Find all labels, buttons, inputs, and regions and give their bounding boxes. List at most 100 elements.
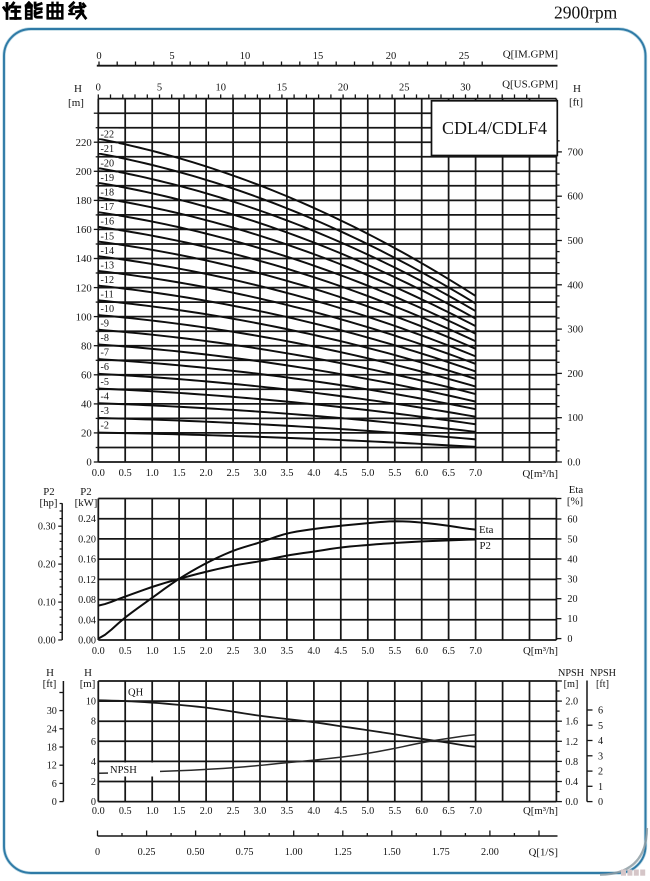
svg-text:8: 8 (91, 717, 96, 728)
svg-text:100: 100 (76, 311, 92, 323)
svg-text:-9: -9 (101, 319, 110, 330)
svg-text:6.5: 6.5 (442, 646, 455, 657)
svg-text:60: 60 (567, 515, 577, 526)
svg-text:25: 25 (399, 83, 410, 94)
svg-text:-3: -3 (101, 406, 110, 417)
svg-text:4.0: 4.0 (307, 468, 320, 479)
svg-text:7.0: 7.0 (469, 806, 482, 817)
svg-text:3.5: 3.5 (281, 806, 294, 817)
svg-text:Q[m³/h]: Q[m³/h] (522, 468, 558, 480)
svg-text:140: 140 (76, 253, 92, 265)
svg-text:0.24: 0.24 (78, 514, 96, 525)
svg-text:25: 25 (459, 51, 470, 62)
svg-text:0.20: 0.20 (38, 560, 56, 571)
svg-text:1.75: 1.75 (432, 847, 450, 858)
svg-text:-6: -6 (101, 362, 110, 373)
svg-text:6.0: 6.0 (415, 468, 428, 479)
svg-text:1.0: 1.0 (146, 646, 159, 657)
svg-text:6.5: 6.5 (442, 468, 455, 479)
svg-text:1.25: 1.25 (334, 847, 352, 858)
svg-text:-18: -18 (101, 188, 115, 199)
svg-text:-21: -21 (101, 144, 115, 155)
svg-text:0: 0 (86, 457, 91, 469)
svg-text:30: 30 (567, 574, 577, 585)
svg-text:2.0: 2.0 (565, 697, 578, 708)
svg-text:30: 30 (460, 83, 471, 94)
svg-text:5.0: 5.0 (361, 646, 374, 657)
svg-text:-16: -16 (101, 217, 115, 228)
svg-text:0.0: 0.0 (92, 646, 105, 657)
svg-text:-8: -8 (101, 333, 110, 344)
svg-text:NPSH: NPSH (590, 668, 617, 679)
svg-text:300: 300 (567, 325, 583, 336)
svg-text:6.5: 6.5 (442, 806, 455, 817)
svg-text:0.08: 0.08 (78, 595, 96, 606)
svg-text:Q[1/S]: Q[1/S] (529, 847, 558, 859)
svg-text:600: 600 (567, 192, 583, 203)
svg-text:Q[m³/h]: Q[m³/h] (523, 805, 558, 817)
svg-text:4.0: 4.0 (308, 806, 321, 817)
svg-text:1: 1 (598, 782, 603, 793)
svg-text:H: H (84, 667, 92, 679)
svg-text:3.5: 3.5 (281, 646, 294, 657)
svg-text:-14: -14 (101, 246, 115, 257)
svg-text:0.20: 0.20 (78, 534, 96, 545)
svg-text:2.5: 2.5 (227, 468, 240, 479)
svg-text:0.75: 0.75 (236, 847, 254, 858)
svg-text:2.5: 2.5 (227, 806, 240, 817)
svg-text:4: 4 (598, 736, 603, 747)
svg-text:3: 3 (598, 751, 603, 762)
svg-text:6.0: 6.0 (415, 806, 428, 817)
svg-text:H: H (46, 667, 54, 679)
svg-text:4: 4 (91, 757, 96, 768)
svg-text:12: 12 (47, 761, 57, 772)
svg-text:-15: -15 (101, 231, 115, 242)
svg-text:2900rpm: 2900rpm (554, 3, 618, 23)
svg-text:-12: -12 (101, 275, 115, 286)
svg-text:5.0: 5.0 (361, 806, 374, 817)
svg-text:P2: P2 (80, 486, 91, 498)
svg-text:-19: -19 (101, 173, 115, 184)
svg-text:0.00: 0.00 (78, 636, 96, 647)
svg-text:3.0: 3.0 (253, 468, 266, 479)
svg-text:-20: -20 (101, 159, 115, 170)
svg-text:5.5: 5.5 (388, 468, 401, 479)
svg-text:1.6: 1.6 (565, 717, 578, 728)
svg-text:0.4: 0.4 (565, 777, 578, 788)
svg-text:6: 6 (52, 779, 57, 790)
svg-text:10: 10 (567, 614, 577, 625)
svg-text:2.5: 2.5 (227, 646, 240, 657)
svg-text:5: 5 (169, 51, 174, 62)
svg-text:[hp]: [hp] (40, 497, 58, 509)
svg-text:-10: -10 (101, 304, 115, 315)
svg-text:-5: -5 (101, 377, 110, 388)
svg-text:0: 0 (567, 634, 572, 645)
svg-text:0: 0 (95, 847, 100, 858)
svg-text:0.00: 0.00 (38, 636, 56, 647)
svg-text:0.5: 0.5 (119, 468, 132, 479)
svg-text:220: 220 (76, 137, 92, 149)
svg-text:NPSH: NPSH (558, 668, 585, 679)
svg-text:-22: -22 (101, 129, 115, 140)
svg-text:6: 6 (598, 706, 603, 717)
svg-text:[m]: [m] (564, 679, 579, 690)
svg-text:500: 500 (567, 236, 583, 247)
svg-text:Q[m³/h]: Q[m³/h] (523, 645, 558, 657)
svg-text:2: 2 (598, 767, 603, 778)
svg-text:120: 120 (76, 282, 92, 294)
svg-text:4.0: 4.0 (308, 646, 321, 657)
svg-text:60: 60 (81, 370, 92, 382)
svg-text:0.25: 0.25 (138, 847, 156, 858)
svg-text:20: 20 (386, 51, 397, 62)
svg-text:700: 700 (567, 147, 583, 158)
svg-text:2.00: 2.00 (481, 847, 499, 858)
svg-text:0.5: 0.5 (119, 646, 132, 657)
svg-text:20: 20 (338, 83, 349, 94)
svg-text:1.50: 1.50 (383, 847, 401, 858)
svg-text:Q[US.GPM]: Q[US.GPM] (502, 79, 558, 91)
svg-text:NPSH: NPSH (110, 765, 137, 776)
svg-text:10: 10 (86, 697, 96, 708)
svg-text:10: 10 (215, 83, 226, 94)
svg-text:2.0: 2.0 (200, 468, 213, 479)
svg-text:0.04: 0.04 (78, 615, 96, 626)
